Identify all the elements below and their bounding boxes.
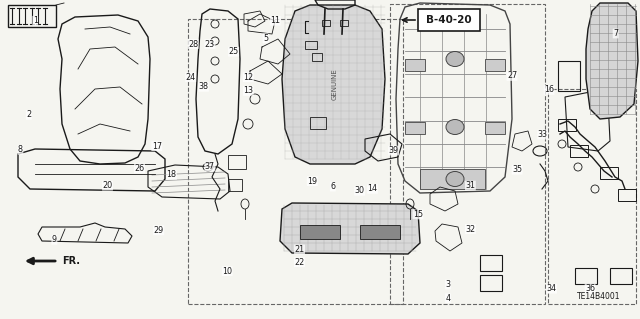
Text: 35: 35	[512, 165, 522, 174]
Ellipse shape	[446, 120, 464, 135]
Text: 17: 17	[152, 142, 162, 151]
Text: 39: 39	[388, 146, 399, 155]
Text: B-40-20: B-40-20	[426, 15, 472, 25]
Text: 27: 27	[507, 71, 517, 80]
Text: 23: 23	[205, 40, 215, 48]
Text: 34: 34	[547, 284, 557, 293]
Text: 3: 3	[445, 280, 451, 289]
Bar	[418, 9, 480, 31]
Bar	[322, 20, 330, 26]
Bar	[8, 5, 56, 27]
Polygon shape	[280, 203, 420, 254]
Text: 29: 29	[154, 226, 164, 235]
Text: 24: 24	[186, 73, 196, 82]
Text: 21: 21	[294, 245, 305, 254]
Text: 10: 10	[222, 267, 232, 276]
Bar	[485, 122, 505, 134]
Text: 8: 8	[18, 145, 23, 154]
Bar	[405, 122, 425, 134]
Bar	[570, 145, 588, 157]
Text: 2: 2	[26, 110, 31, 119]
Text: 20: 20	[102, 181, 113, 190]
Text: 31: 31	[465, 181, 476, 190]
Bar	[188, 19, 403, 304]
Bar	[228, 179, 242, 191]
Ellipse shape	[446, 51, 464, 66]
Bar	[558, 61, 580, 91]
Text: 13: 13	[243, 86, 253, 95]
Text: 37: 37	[205, 162, 215, 171]
Text: 22: 22	[294, 258, 305, 267]
Bar	[480, 255, 502, 271]
Text: 11: 11	[270, 16, 280, 25]
Bar	[360, 225, 400, 239]
Bar	[340, 20, 348, 26]
Bar	[480, 275, 502, 291]
Bar	[600, 167, 618, 179]
Text: 1: 1	[33, 16, 38, 25]
Polygon shape	[586, 3, 638, 119]
Text: 25: 25	[228, 47, 239, 56]
Text: TE14B4001: TE14B4001	[577, 292, 620, 301]
Text: 18: 18	[166, 170, 177, 179]
Bar	[575, 268, 597, 284]
Text: 4: 4	[445, 294, 451, 303]
Bar	[558, 119, 576, 131]
Text: 33: 33	[538, 130, 548, 139]
Text: 32: 32	[465, 225, 476, 234]
Text: 36: 36	[585, 284, 595, 293]
Text: 9: 9	[52, 235, 57, 244]
Bar	[310, 117, 326, 129]
Text: 6: 6	[330, 182, 335, 191]
Bar	[548, 89, 636, 304]
Ellipse shape	[446, 172, 464, 187]
Text: GENUINE: GENUINE	[332, 68, 338, 100]
Text: 7: 7	[613, 29, 618, 38]
Text: FR.: FR.	[62, 256, 80, 266]
Text: 26: 26	[134, 164, 145, 173]
Bar	[618, 189, 636, 201]
Bar	[420, 169, 485, 189]
Bar	[485, 59, 505, 71]
Bar	[610, 268, 632, 284]
Text: 5: 5	[263, 34, 268, 43]
Polygon shape	[282, 5, 385, 164]
Text: 14: 14	[367, 184, 378, 193]
Bar	[305, 41, 317, 49]
Text: 19: 19	[307, 177, 317, 186]
Text: 16: 16	[544, 85, 554, 94]
Bar	[300, 225, 340, 239]
Text: 38: 38	[198, 82, 209, 91]
Bar	[228, 155, 246, 169]
Text: 15: 15	[413, 210, 423, 219]
Bar	[312, 53, 322, 61]
Bar	[390, 4, 545, 304]
Text: 12: 12	[243, 73, 253, 82]
Bar	[405, 59, 425, 71]
Text: 30: 30	[355, 186, 365, 195]
Text: 28: 28	[188, 40, 198, 48]
